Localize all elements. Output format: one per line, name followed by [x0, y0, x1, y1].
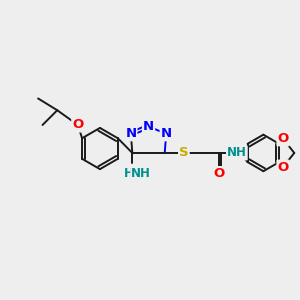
Text: O: O [214, 167, 225, 180]
Text: O: O [278, 160, 289, 174]
Text: N: N [143, 120, 154, 133]
Text: NH: NH [131, 167, 151, 180]
Text: O: O [278, 132, 289, 145]
Text: NH: NH [227, 146, 247, 159]
Text: S: S [179, 146, 189, 159]
Text: H: H [124, 167, 134, 180]
Text: N: N [125, 127, 136, 140]
Text: N: N [160, 127, 172, 140]
Text: O: O [72, 118, 83, 131]
